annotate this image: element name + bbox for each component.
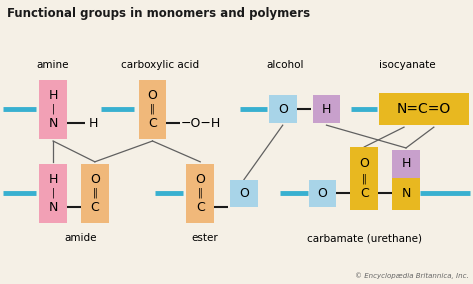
Text: carbamate (urethane): carbamate (urethane) [307, 233, 422, 243]
Text: O: O [359, 157, 369, 170]
Text: N: N [48, 117, 58, 130]
FancyBboxPatch shape [39, 80, 67, 139]
FancyBboxPatch shape [350, 177, 378, 210]
Text: O: O [148, 89, 158, 102]
Text: O: O [195, 173, 205, 186]
Text: ‖: ‖ [150, 103, 155, 114]
Text: N=C=O: N=C=O [397, 102, 451, 116]
Text: ‖: ‖ [92, 187, 97, 198]
Text: ‖: ‖ [198, 187, 202, 198]
FancyBboxPatch shape [350, 147, 378, 181]
Text: H: H [48, 173, 58, 186]
Text: alcohol: alcohol [266, 60, 304, 70]
Text: carboxylic acid: carboxylic acid [122, 60, 200, 70]
Text: N: N [48, 201, 58, 214]
FancyBboxPatch shape [39, 164, 67, 223]
Text: C: C [360, 187, 368, 200]
Text: O: O [239, 187, 249, 200]
Text: C: C [148, 117, 157, 130]
FancyBboxPatch shape [269, 95, 297, 123]
FancyBboxPatch shape [186, 164, 214, 223]
Text: H: H [48, 89, 58, 102]
Text: H: H [322, 103, 331, 116]
Text: O: O [90, 173, 100, 186]
Text: amine: amine [37, 60, 70, 70]
Text: © Encyclopædia Britannica, Inc.: © Encyclopædia Britannica, Inc. [355, 272, 469, 279]
FancyBboxPatch shape [392, 150, 420, 178]
Text: O: O [278, 103, 288, 116]
FancyBboxPatch shape [308, 179, 336, 207]
FancyBboxPatch shape [313, 95, 341, 123]
Text: O: O [317, 187, 327, 200]
FancyBboxPatch shape [392, 177, 420, 210]
FancyBboxPatch shape [81, 164, 109, 223]
Text: ‖: ‖ [362, 174, 367, 184]
FancyBboxPatch shape [379, 93, 469, 125]
FancyBboxPatch shape [139, 80, 166, 139]
Text: N: N [401, 187, 411, 200]
Text: |: | [52, 187, 55, 198]
Text: isocyanate: isocyanate [379, 60, 435, 70]
Text: C: C [196, 201, 205, 214]
Text: H: H [401, 157, 411, 170]
Text: C: C [90, 201, 99, 214]
Text: ester: ester [192, 233, 219, 243]
FancyBboxPatch shape [230, 179, 258, 207]
Text: H: H [89, 117, 98, 130]
Text: −O−H: −O−H [180, 117, 220, 130]
Text: amide: amide [65, 233, 97, 243]
Text: Functional groups in monomers and polymers: Functional groups in monomers and polyme… [8, 7, 310, 20]
Text: |: | [52, 103, 55, 114]
